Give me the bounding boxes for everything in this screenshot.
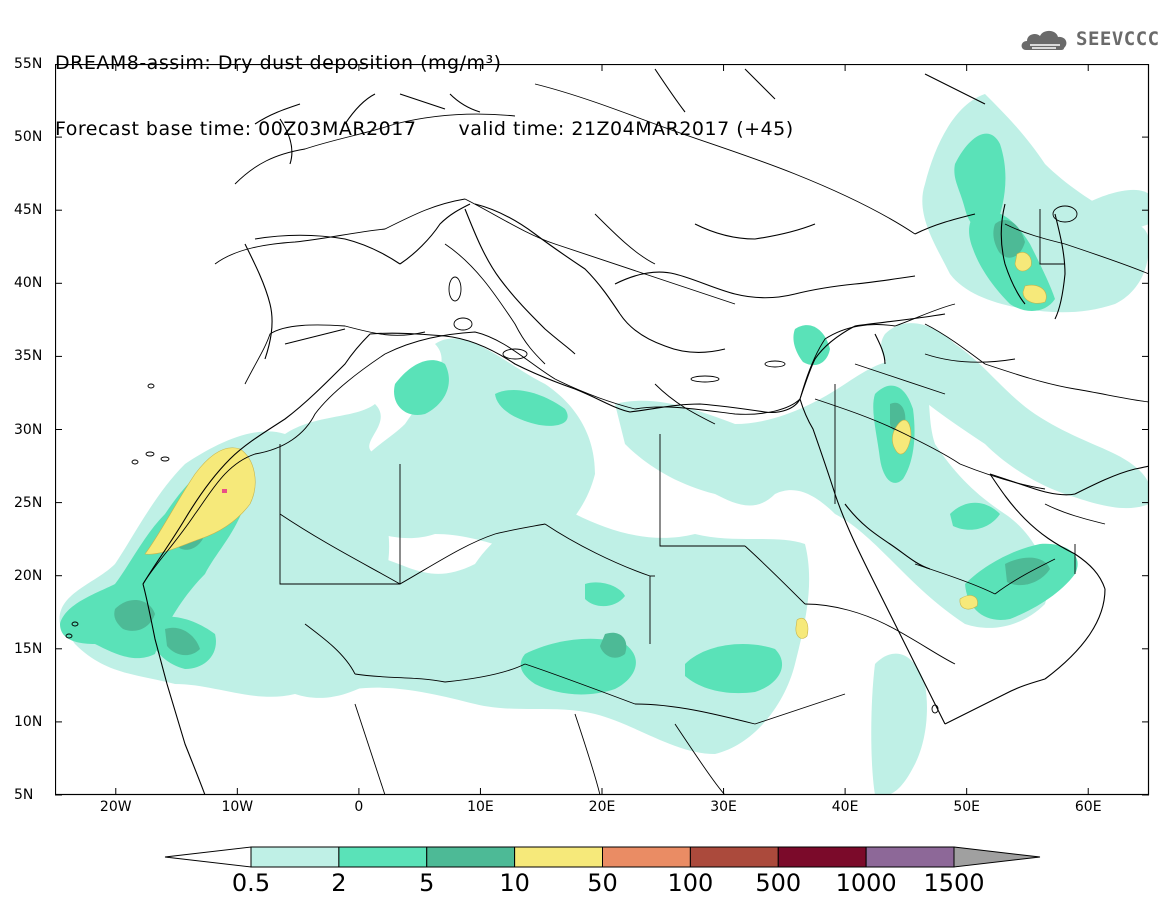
latitude-label: 20N [14,567,43,584]
cloud-icon [1021,30,1067,50]
colorbar-segment [426,846,516,868]
dust-field-high [144,252,1047,639]
longitude-label: 10W [221,799,254,815]
colorbar-segment [514,846,603,868]
valid-time: valid time: 21Z04MAR2017 (+45) [458,118,794,140]
longitude-label: 20E [588,799,616,815]
latitude-label: 35N [14,348,43,365]
longitude-label: 50E [953,799,980,815]
colorbar-max-arrow [953,846,1041,868]
logo-text: SEEVCCC [1076,28,1160,50]
colorbar-segment [338,846,428,868]
legend-label: 100 [667,869,714,897]
colorbar-min-arrow [164,846,252,868]
colorbar-segment [250,846,340,868]
latitude-label: 40N [14,275,43,292]
latitude-label: 55N [14,56,43,72]
latitude-label: 10N [14,713,43,730]
latitude-label: 50N [14,129,43,146]
legend-label: 1000 [835,869,897,897]
longitude-label: 40E [831,799,859,815]
latitude-label: 15N [14,640,43,657]
longitude-label: 60E [1074,799,1102,815]
legend-label: 1500 [923,869,985,897]
latitude-label: 25N [14,494,43,511]
dust-map [55,64,1150,796]
latitude-label: 30N [14,421,43,438]
title-line: DREAM8-assim: Dry dust deposition (mg/m³… [55,52,502,74]
latitude-label: 45N [14,202,43,219]
colorbar-segment [602,846,691,868]
legend-label: 5 [419,869,435,897]
longitude-label: 30E [710,799,737,815]
longitude-label: 0 [354,799,364,815]
legend-label: 0.5 [231,869,271,897]
legend-label: 10 [499,869,530,897]
islands [65,205,1078,714]
country-borders [142,83,1149,795]
map-title: DREAM8-assim: Dry dust deposition (mg/m³… [55,8,794,162]
coastlines [142,68,1149,795]
legend-label: 2 [331,869,347,897]
latitude-label: 5N [14,787,34,803]
longitude-label: 10E [467,799,494,815]
axis-ticks [55,64,1149,796]
longitude-label: 20W [99,799,132,815]
colorbar-segment [777,846,867,868]
forecast-base-time: Forecast base time: 00Z03MAR2017 [55,118,417,140]
seevccc-logo: SEEVCCC [1018,24,1160,54]
colorbar-segment [865,846,955,868]
subtitle-line: Forecast base time: 00Z03MAR2017 valid ti… [55,118,794,140]
legend-label: 500 [755,869,802,897]
colorbar-segment [689,846,779,868]
legend-label: 50 [587,869,618,897]
dust-hotspot [222,489,227,493]
